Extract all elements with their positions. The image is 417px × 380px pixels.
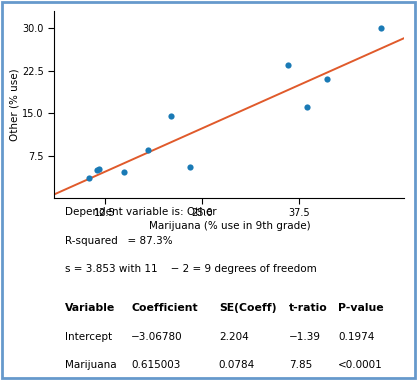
Text: <0.0001: <0.0001 <box>338 360 383 370</box>
Text: t-ratio: t-ratio <box>289 302 328 313</box>
Text: Variable: Variable <box>65 302 115 313</box>
Text: 2.204: 2.204 <box>219 332 249 342</box>
Text: Intercept: Intercept <box>65 332 112 342</box>
Text: P-value: P-value <box>338 302 384 313</box>
Point <box>323 76 330 82</box>
Text: −1.39: −1.39 <box>289 332 321 342</box>
Text: R-squared   = 87.3%: R-squared = 87.3% <box>65 236 172 246</box>
Point <box>304 105 311 111</box>
Point <box>378 25 384 32</box>
Text: Marijuana: Marijuana <box>65 360 116 370</box>
Text: s = 3.853 with 11    − 2 = 9 degrees of freedom: s = 3.853 with 11 − 2 = 9 degrees of fre… <box>65 264 317 274</box>
Text: Dependent variable is: Other: Dependent variable is: Other <box>65 207 216 217</box>
Text: 0.0784: 0.0784 <box>219 360 255 370</box>
Point <box>121 169 128 176</box>
Text: −3.06780: −3.06780 <box>131 332 183 342</box>
Point <box>144 147 151 153</box>
Point <box>187 164 194 170</box>
Text: 0.615003: 0.615003 <box>131 360 181 370</box>
Point <box>168 113 174 119</box>
Point <box>96 165 103 171</box>
Text: 0.1974: 0.1974 <box>338 332 374 342</box>
Text: 7.85: 7.85 <box>289 360 312 370</box>
Text: Coefficient: Coefficient <box>131 302 198 313</box>
Y-axis label: Other (% use): Other (% use) <box>9 68 19 141</box>
X-axis label: Marijuana (% use in 9th grade): Marijuana (% use in 9th grade) <box>148 221 310 231</box>
Point <box>86 175 93 181</box>
Point <box>284 62 291 68</box>
Point <box>94 166 100 173</box>
Text: SE(Coeff): SE(Coeff) <box>219 302 276 313</box>
